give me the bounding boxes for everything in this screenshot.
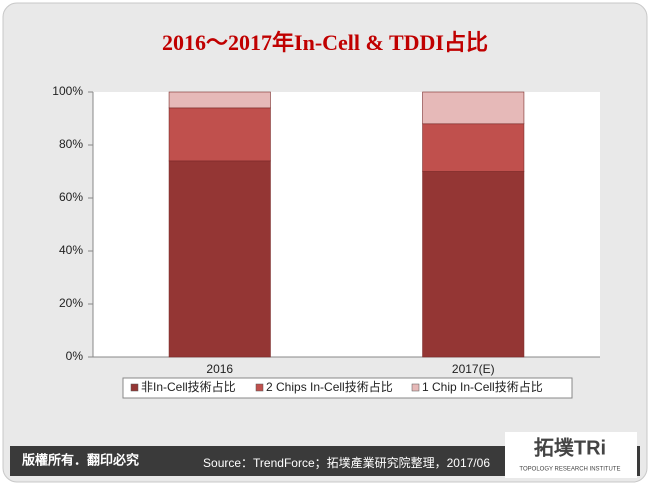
legend-label: 2 Chips In-Cell技術占比 (266, 379, 393, 394)
source: Source：TrendForce；拓墣產業研究院整理，2017/06 (203, 455, 490, 470)
legend (122, 377, 573, 399)
y-tick-label: 60% (59, 190, 83, 204)
y-tick-label: 20% (59, 296, 83, 310)
chart-title: 2016～2017年In-Cell & TDDI占比 (162, 30, 488, 55)
bar-segment (422, 123, 525, 172)
logo-box (505, 432, 637, 478)
y-tick-label: 40% (59, 243, 83, 257)
bar-segment (168, 107, 271, 162)
bar-segment (422, 171, 525, 358)
y-tick-label: 80% (59, 137, 83, 151)
x-tick-label: 2016 (206, 362, 233, 376)
bar-segment (422, 91, 525, 125)
legend-label: 非In-Cell技術占比 (141, 379, 236, 394)
x-tick-label: 2017(E) (452, 362, 495, 376)
logo-subtitle: TOPOLOGY RESEARCH INSTITUTE (519, 467, 620, 473)
legend-swatch (411, 383, 420, 392)
legend-label: 1 Chip In-Cell技術占比 (422, 379, 543, 394)
bar-segment (168, 91, 271, 109)
y-tick-label: 0% (66, 349, 84, 363)
legend-swatch (255, 383, 264, 392)
logo: 拓墣TRi (534, 436, 606, 459)
copyright: 版權所有．翻印必究 (22, 452, 139, 467)
legend-swatch (130, 383, 139, 392)
bar-segment (168, 160, 271, 358)
y-tick-label: 100% (52, 84, 83, 98)
